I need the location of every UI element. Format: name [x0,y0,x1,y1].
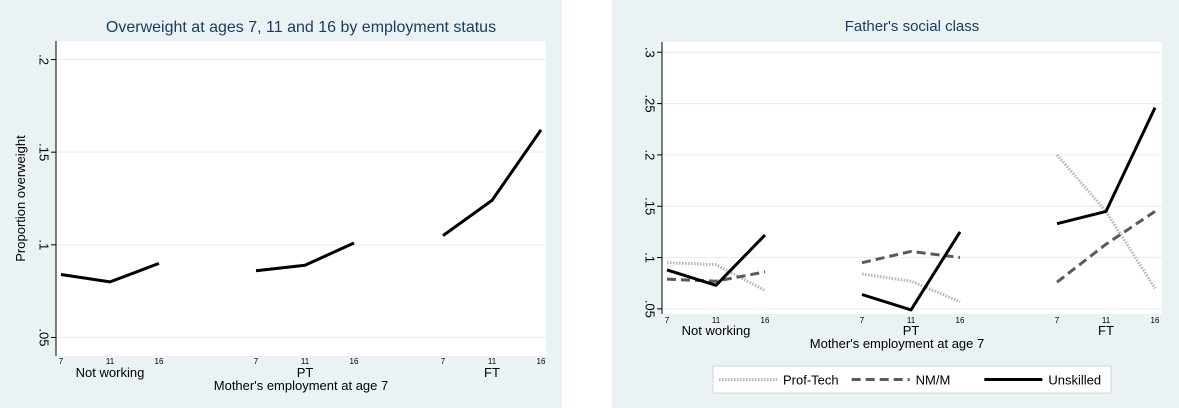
right-chart-title: Father's social class [845,18,980,35]
right-legend [712,365,1112,394]
left-age-tick-label: 16 [155,357,164,366]
left-age-tick-label: 7 [441,357,446,366]
left-group-label: FT [484,365,500,380]
right-age-tick-label: 16 [761,316,770,325]
left-y-tick-label: .1 [37,239,52,250]
right-age-tick-label: 11 [712,316,721,325]
right-age-tick-label: 7 [665,316,670,325]
left-series-line-main-group-3 [442,129,543,237]
chart-right-svg: .05 .1 .15 .2 .25 .3 Father's social class 7 11 1… [612,0,1179,408]
left-age-tick-label: 7 [59,357,64,366]
left-age-tick-label: 11 [301,357,310,366]
right-age-tick-label: 16 [956,316,965,325]
right-series-line-nm-m-group-3 [1056,210,1156,284]
right-y-tick-label: .3 [643,47,658,58]
right-age-tick-label: 11 [1102,316,1111,325]
left-age-tick-label: 11 [106,357,115,366]
chart-left-svg: .05 .1 .15 .2 Overweight at ages 7, 11 and 1… [0,0,562,408]
left-chart-title: Overweight at ages 7, 11 and 16 by emplo… [106,19,496,36]
left-plot-area [56,41,546,356]
left-series-line-main-group-2 [255,241,355,273]
right-age-tick-label: 11 [907,316,916,325]
right-series-line-nm-m-group-2 [861,249,961,265]
chart-left: .05 .1 .15 .2 Overweight at ages 7, 11 and 1… [0,0,562,408]
right-series-line-prof-tech-group-3 [1055,153,1157,290]
right-y-tick-label: .25 [643,95,658,113]
right-y-tick-label: .15 [643,197,658,215]
right-group-label: FT [1098,323,1114,338]
right-x-axis-label: Mother's employment at age 7 [810,336,984,351]
left-age-tick-label: 11 [488,357,497,366]
right-legend-label: Prof-Tech [783,373,839,388]
right-age-tick-label: 16 [1151,316,1160,325]
right-age-tick-label: 7 [1055,316,1060,325]
right-series-line-prof-tech-group-2 [861,272,961,304]
left-age-tick-label: 16 [537,357,546,366]
right-group-label: PT [903,323,920,338]
left-y-tick-label: .15 [37,143,52,161]
right-age-tick-label: 7 [860,316,865,325]
right-series-line-nm-m-group-1 [666,270,766,283]
left-age-tick-label: 16 [350,357,359,366]
left-y-tick-label: .05 [37,328,52,346]
right-plot-area [662,42,1162,314]
chart-right: .05 .1 .15 .2 .25 .3 Father's social class 7 11 1… [612,0,1179,408]
right-y-tick-label: .05 [643,300,658,318]
right-series-line-unskilled-group-2 [861,231,962,312]
left-y-tick-label: .2 [37,54,52,65]
right-legend-label: NM/M [916,373,951,388]
right-series-line-prof-tech-group-1 [666,261,766,292]
right-group-label: Not working [682,323,751,338]
right-series-line-unskilled-group-1 [666,233,767,287]
left-series-line-main-group-1 [60,261,160,284]
left-group-label: PT [297,365,314,380]
right-y-tick-label: .2 [643,149,658,160]
left-age-tick-label: 7 [254,357,259,366]
left-group-label: Not working [76,365,145,380]
left-x-axis-label: Mother's employment at age 7 [214,378,388,393]
right-y-tick-label: .1 [643,252,658,263]
right-legend-label: Unskilled [1048,373,1101,388]
right-series-line-unskilled-group-3 [1056,107,1157,226]
left-y-axis-label: Proportion overweight [13,135,28,262]
